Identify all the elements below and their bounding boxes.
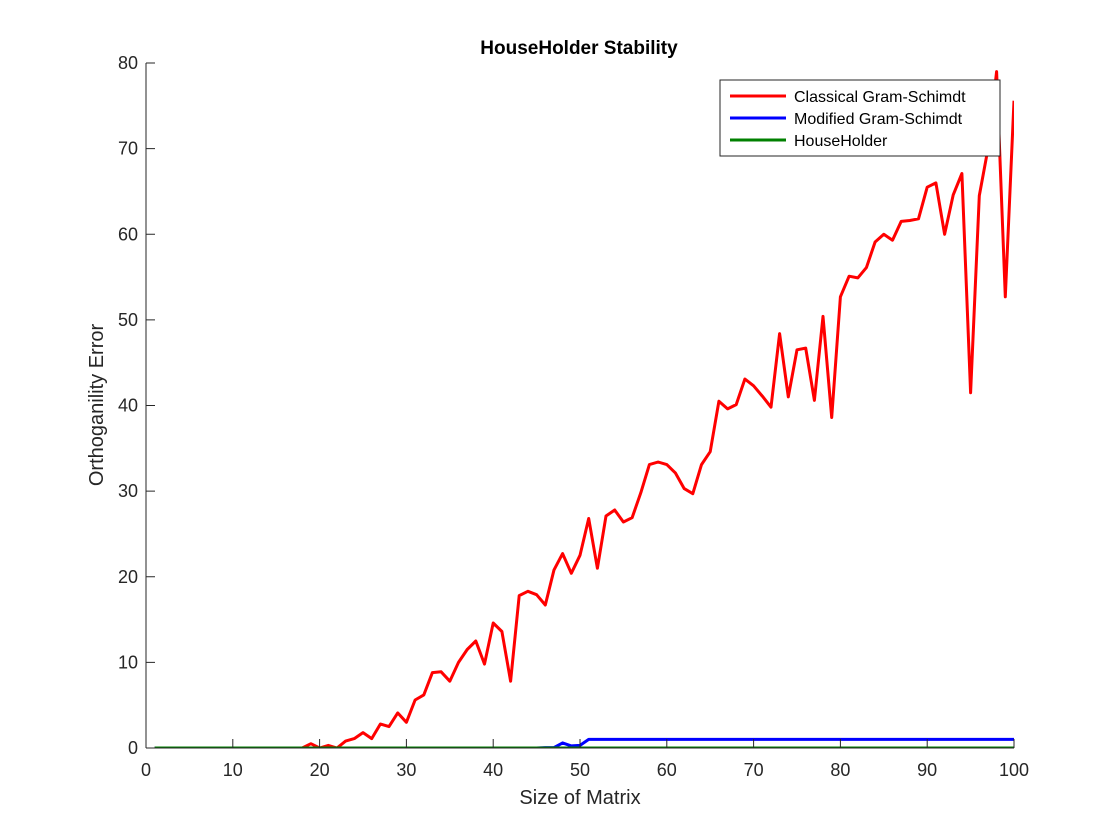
x-tick-label: 70 [744,760,764,780]
x-tick-label: 60 [657,760,677,780]
x-tick-label: 100 [999,760,1029,780]
x-axis-title: Size of Matrix [519,787,640,809]
y-tick-label: 40 [118,396,138,416]
x-tick-label: 10 [223,760,243,780]
modified-gram-schmidt-line [154,737,1014,748]
y-tick-label: 50 [118,310,138,330]
x-tick-label: 40 [483,760,503,780]
y-axis-title: Orthoganility Error [86,324,108,487]
legend-label-modified: Modified Gram-Schimdt [794,111,963,128]
x-tick-label: 50 [570,760,590,780]
series-layer [154,70,1014,748]
legend-label-householder: HouseHolder [794,133,888,150]
y-tick-label: 30 [118,481,138,501]
y-tick-label: 60 [118,224,138,244]
x-tick-label: 90 [917,760,937,780]
y-tick-label: 70 [118,139,138,159]
x-tick-label: 0 [141,760,151,780]
legend: Classical Gram-Schimdt Modified Gram-Sch… [719,79,1001,157]
y-tick-label: 10 [118,652,138,672]
chart-title: HouseHolder Stability [480,38,678,59]
y-tick-label: 0 [128,738,138,758]
axes-layer: 0 10 20 30 40 50 60 70 80 90 100 0 10 20 30 40 50 60 70 80 [118,53,1029,780]
x-tick-label: 20 [310,760,330,780]
x-tick-label: 30 [396,760,416,780]
legend-label-classical: Classical Gram-Schimdt [794,89,966,106]
x-tick-label: 80 [830,760,850,780]
classical-gram-schmidt-line [154,70,1014,748]
y-tick-label: 80 [118,53,138,73]
y-tick-label: 20 [118,567,138,587]
